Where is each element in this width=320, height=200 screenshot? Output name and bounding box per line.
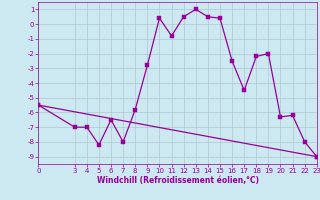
- X-axis label: Windchill (Refroidissement éolien,°C): Windchill (Refroidissement éolien,°C): [97, 176, 259, 185]
